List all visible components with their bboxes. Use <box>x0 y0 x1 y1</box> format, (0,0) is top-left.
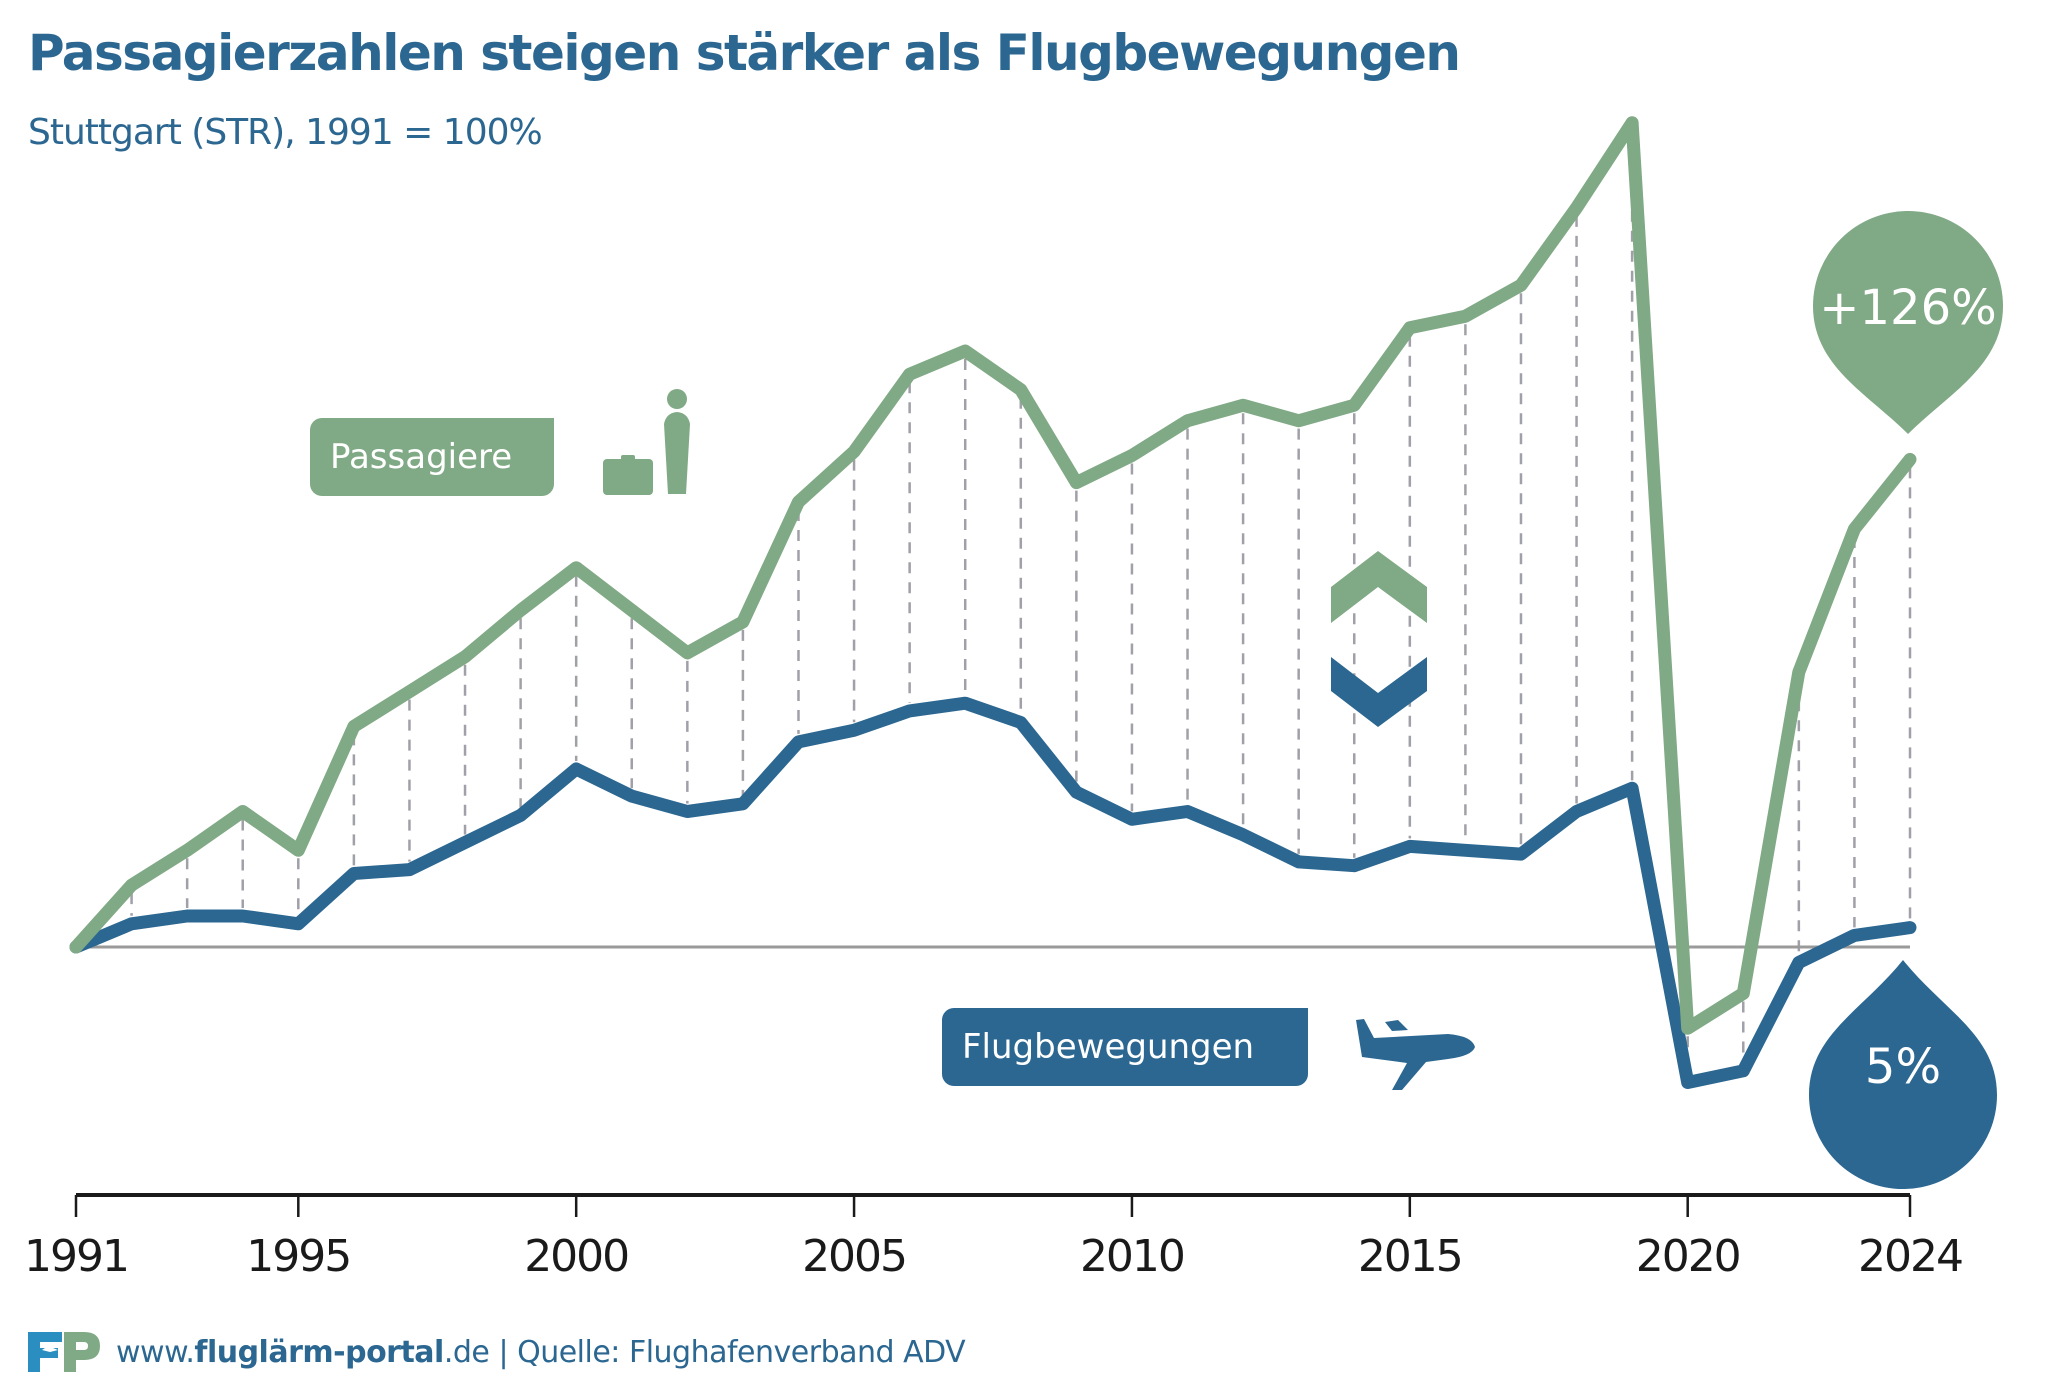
movements-change-value: 5% <box>1865 1039 1941 1095</box>
website-link[interactable]: www.fluglärm-portal.de <box>116 1334 490 1370</box>
x-tick-label-2015: 2015 <box>1358 1231 1462 1282</box>
person-with-suitcase-icon <box>603 389 690 495</box>
fp-logo-icon <box>28 1332 100 1372</box>
x-tick-label-1991: 1991 <box>24 1231 128 1282</box>
footer-source: www.fluglärm-portal.de | Quelle: Flughaf… <box>116 1334 966 1370</box>
x-tick-label-2020: 2020 <box>1636 1231 1740 1282</box>
chart-subtitle: Stuttgart (STR), 1991 = 100% <box>28 112 543 153</box>
chevron-up-icon <box>1331 551 1427 623</box>
footer-separator: | <box>498 1334 509 1370</box>
passengers-change-value: +126% <box>1819 280 1996 336</box>
x-tick-label-2005: 2005 <box>802 1231 906 1282</box>
chevron-down-icon <box>1331 657 1427 727</box>
footer: www.fluglärm-portal.de | Quelle: Flughaf… <box>28 1332 966 1372</box>
footer-source-text: Quelle: Flughafenverband ADV <box>517 1334 966 1370</box>
passengers-change-callout: +126% <box>1813 211 2003 434</box>
series-line-passagiere <box>69 116 1917 1035</box>
legend-movements: Flugbewegungen <box>942 1008 1308 1086</box>
airplane-icon <box>1356 1019 1475 1090</box>
series-lines <box>69 116 1917 1089</box>
movements-change-callout: 5% <box>1809 960 1997 1189</box>
x-axis: 1991 1995 2000 2005 2010 2015 2020 2024 <box>24 1193 1964 1282</box>
x-tick-label-1995: 1995 <box>246 1231 350 1282</box>
legend-passengers-label: Passagiere <box>330 437 513 477</box>
x-tick-label-2024: 2024 <box>1858 1231 1962 1282</box>
x-tick-label-2010: 2010 <box>1080 1231 1184 1282</box>
legend-passengers: Passagiere <box>310 418 554 496</box>
legend-movements-label: Flugbewegungen <box>962 1027 1255 1067</box>
x-tick-label-2000: 2000 <box>524 1231 628 1282</box>
chart-title: Passagierzahlen steigen stärker als Flug… <box>28 24 1461 82</box>
chevron-up-down-icon <box>1331 551 1427 727</box>
connector-dashes <box>130 130 1912 1075</box>
series-line-flugbewegungen <box>69 696 1917 1089</box>
